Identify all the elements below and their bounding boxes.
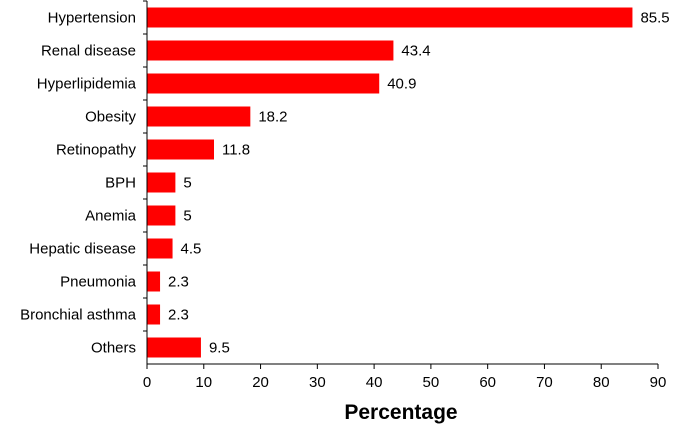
x-tick-label: 0 <box>143 374 151 391</box>
bar-obesity <box>147 106 251 127</box>
value-label-others: 9.5 <box>209 340 230 357</box>
value-label-retinopathy: 11.8 <box>222 142 250 159</box>
x-tick-label: 90 <box>650 374 667 391</box>
category-label-renal-disease: Renal disease <box>41 43 136 60</box>
bar-hypertension <box>147 7 633 28</box>
bars-group <box>147 7 633 358</box>
x-tick-label: 10 <box>195 374 212 391</box>
category-labels: Hypertension Renal disease Hyperlipidemia O… <box>20 10 137 357</box>
category-label-others: Others <box>91 340 136 357</box>
value-label-hepatic-disease: 4.5 <box>181 241 202 258</box>
bar-bronchial-asthma <box>147 304 161 325</box>
value-label-hyperlipidemia: 40.9 <box>387 76 416 93</box>
bar-hyperlipidemia <box>147 73 380 94</box>
bar-anemia <box>147 205 176 226</box>
x-tick-label: 80 <box>593 374 610 391</box>
x-tick-label: 60 <box>479 374 496 391</box>
value-label-renal-disease: 43.4 <box>401 43 430 60</box>
x-tick-label: 30 <box>309 374 326 391</box>
category-label-obesity: Obesity <box>85 109 136 126</box>
category-label-hyperlipidemia: Hyperlipidemia <box>37 76 137 93</box>
bar-pneumonia <box>147 271 161 292</box>
bar-hepatic-disease <box>147 238 173 259</box>
value-label-bronchial-asthma: 2.3 <box>168 307 189 324</box>
axes-group <box>143 0 658 365</box>
category-label-hypertension: Hypertension <box>48 10 136 27</box>
value-label-bph: 5 <box>183 175 191 192</box>
x-ticks: 0 10 20 30 40 50 60 70 80 90 <box>143 364 667 391</box>
x-tick-label: 70 <box>536 374 553 391</box>
value-label-obesity: 18.2 <box>258 109 287 126</box>
bar-retinopathy <box>147 139 214 160</box>
value-labels: 85.5 43.4 40.9 18.2 11.8 5 5 4.5 2.3 2.3 9.5 <box>168 10 670 357</box>
bar-bph <box>147 172 176 193</box>
category-label-retinopathy: Retinopathy <box>56 142 137 159</box>
value-label-hypertension: 85.5 <box>640 10 669 27</box>
category-label-pneumonia: Pneumonia <box>60 274 137 291</box>
x-tick-label: 50 <box>423 374 440 391</box>
bar-others <box>147 337 201 358</box>
category-label-anemia: Anemia <box>85 208 137 225</box>
category-label-hepatic-disease: Hepatic disease <box>29 241 136 258</box>
x-axis-title: Percentage <box>344 401 457 424</box>
bar-renal-disease <box>147 40 394 61</box>
category-label-bronchial-asthma: Bronchial asthma <box>20 307 137 324</box>
x-tick-label: 20 <box>252 374 269 391</box>
value-label-pneumonia: 2.3 <box>168 274 189 291</box>
value-label-anemia: 5 <box>183 208 191 225</box>
x-tick-label: 40 <box>366 374 383 391</box>
category-label-bph: BPH <box>105 175 136 192</box>
